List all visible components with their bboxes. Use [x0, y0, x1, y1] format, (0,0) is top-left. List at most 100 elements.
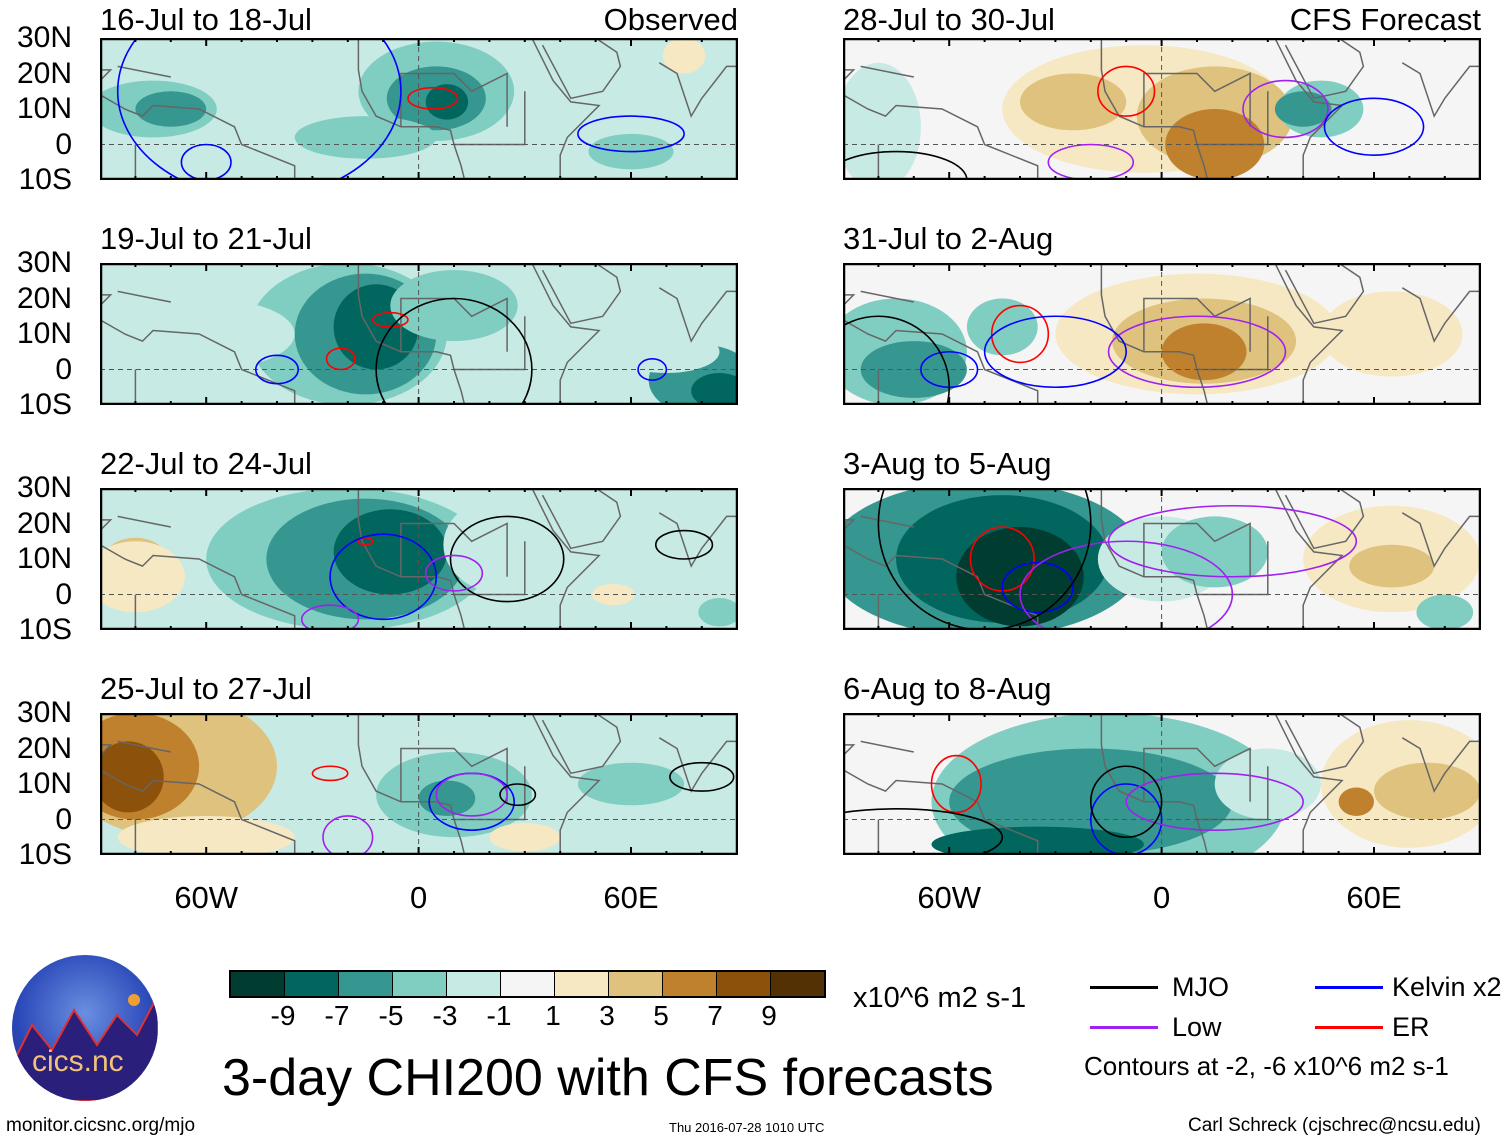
- contour-line: [1107, 315, 1287, 389]
- shading-region: [577, 762, 685, 806]
- shading-region: [662, 38, 706, 74]
- colorbar-units: x10^6 m2 s-1: [853, 982, 1027, 1014]
- legend-er-line: [1315, 1026, 1383, 1029]
- map-canvas: [100, 263, 738, 405]
- lat-label: 10N: [16, 92, 72, 125]
- coastline: [1284, 263, 1481, 343]
- legend-er-label: ER: [1392, 1012, 1430, 1042]
- contour-line: [180, 143, 232, 180]
- lat-label: 20N: [16, 731, 72, 765]
- shading-region: [1374, 762, 1481, 820]
- contour-line: [375, 297, 533, 405]
- lat-label: 30N: [16, 696, 72, 729]
- contour-line: [329, 533, 438, 621]
- map-canvas: [843, 488, 1481, 630]
- contour-line: [930, 754, 982, 814]
- colorbar-label: 9: [761, 1000, 777, 1031]
- coastline: [357, 713, 601, 855]
- legend-kelvin-label: Kelvin x2: [1392, 972, 1502, 1002]
- coastline: [843, 319, 1039, 405]
- colorbar-label: -9: [270, 1000, 296, 1031]
- lat-label: 0: [55, 127, 72, 161]
- colorbar-label: 7: [707, 1000, 723, 1031]
- coastline: [843, 69, 856, 82]
- shading-region: [100, 741, 164, 813]
- map-panel: [100, 263, 738, 405]
- colorbar-swatch: [393, 972, 447, 996]
- panel-title: 31-Jul to 2-Aug: [843, 221, 1054, 256]
- contour-line: [371, 311, 409, 328]
- shading-region: [613, 330, 720, 374]
- contour-line: [1001, 561, 1074, 614]
- footer-author: Carl Schreck (cjschrec@ncsu.edu): [1188, 1115, 1481, 1136]
- shading-region: [117, 815, 295, 855]
- coastline: [843, 769, 1039, 855]
- contour-line: [577, 115, 685, 153]
- coastline: [1284, 713, 1481, 793]
- contour-line: [654, 529, 714, 560]
- lat-label: 20N: [16, 281, 72, 315]
- map-canvas: [100, 488, 738, 630]
- colorbar-swatch: [717, 972, 771, 996]
- contour-line: [499, 783, 537, 807]
- lat-label: 10S: [18, 838, 72, 871]
- colorbar-swatch: [501, 972, 555, 996]
- mountains-icon: [12, 994, 158, 1101]
- map-canvas: [843, 263, 1481, 405]
- contour-line: [424, 554, 484, 592]
- contour-line: [300, 604, 360, 630]
- panel-title: 16-Jul to 18-Jul: [100, 2, 312, 37]
- lon-label: 0: [1152, 880, 1171, 915]
- coastline: [100, 94, 296, 180]
- shading-region: [860, 341, 967, 398]
- map-canvas: [100, 38, 738, 180]
- coastline: [843, 94, 1039, 180]
- contour-note: Contours at -2, -6 x10^6 m2 s-1: [1084, 1051, 1449, 1081]
- map-panel: [100, 713, 738, 855]
- panel-title: 3-Aug to 5-Aug: [843, 446, 1052, 481]
- colorbar-swatch: [771, 972, 824, 996]
- shading-region: [698, 598, 738, 627]
- panel-title: 25-Jul to 27-Jul: [100, 671, 312, 706]
- shading-region: [691, 373, 738, 405]
- colorbar-label: 3: [599, 1000, 615, 1031]
- lat-label: 30N: [16, 21, 72, 54]
- shading-region: [1161, 516, 1268, 588]
- map-panel: [843, 263, 1481, 405]
- cicsnc-logo: cics.nc: [12, 955, 158, 1101]
- coastline: [541, 713, 738, 793]
- coastline: [843, 744, 856, 757]
- shading-region: [1274, 91, 1332, 127]
- contour-line: [1107, 504, 1358, 578]
- contour-line: [116, 38, 402, 180]
- lat-label: 30N: [16, 246, 72, 279]
- coastline: [357, 38, 601, 180]
- lat-label: 10N: [16, 317, 72, 350]
- contour-line: [877, 488, 1092, 630]
- colorbar-label: -1: [486, 1000, 512, 1031]
- footer-url: monitor.cicsnc.org/mjo: [6, 1115, 196, 1136]
- contour-line: [322, 815, 374, 855]
- shading-region: [956, 527, 1084, 627]
- panel-title: 28-Jul to 30-Jul: [843, 2, 1055, 37]
- lat-label: 0: [55, 352, 72, 386]
- lat-label: 0: [55, 577, 72, 611]
- logo-text: cics.nc: [32, 1045, 124, 1078]
- panel-source-tag: Observed: [603, 2, 738, 37]
- contour-line: [407, 86, 459, 110]
- legend-low-label: Low: [1172, 1012, 1222, 1042]
- shading-region: [966, 298, 1038, 356]
- panel-source-tag: CFS Forecast: [1289, 2, 1481, 37]
- map-panel: [100, 38, 738, 180]
- colorbar-swatch: [447, 972, 501, 996]
- shading-region: [1161, 323, 1247, 381]
- contour-line: [990, 304, 1050, 364]
- shading-region: [1320, 291, 1463, 377]
- colorbar-label: 5: [653, 1000, 669, 1031]
- coastline: [843, 519, 856, 532]
- colorbar-swatch: [609, 972, 663, 996]
- coastline: [1100, 488, 1344, 630]
- coastline: [100, 294, 113, 307]
- contour-line: [449, 515, 565, 603]
- colorbar-label: -7: [324, 1000, 350, 1031]
